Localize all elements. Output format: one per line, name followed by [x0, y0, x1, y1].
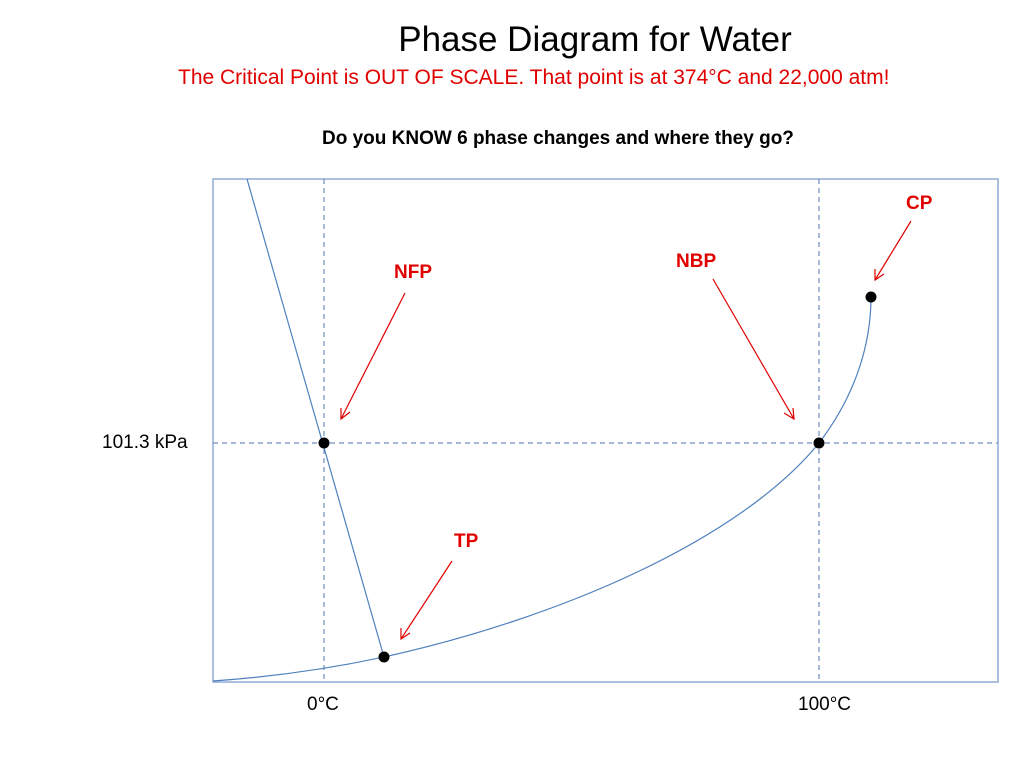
- diagram-subtitle: The Critical Point is OUT OF SCALE. That…: [178, 66, 890, 89]
- cp-point: [865, 291, 877, 303]
- plot-frame: [212, 178, 999, 683]
- x-label-100c: 100°C: [798, 694, 852, 715]
- nfp-arrow: [340, 292, 406, 421]
- pressure-reference-label: 101.3 kPa: [102, 432, 188, 453]
- x-label-0c: 0°C: [307, 694, 339, 715]
- vaporization-curve: [212, 296, 872, 682]
- cp-label: CP: [906, 193, 933, 214]
- nfp-label: NFP: [394, 262, 432, 283]
- tp-point: [378, 651, 390, 663]
- tp-label: TP: [454, 531, 479, 552]
- diagram-title: Phase Diagram for Water: [398, 20, 792, 59]
- nfp-point: [318, 437, 330, 449]
- nbp-label: NBP: [676, 251, 717, 272]
- nbp-arrow: [712, 278, 795, 421]
- cp-arrow: [874, 220, 912, 282]
- question-text: Do you KNOW 6 phase changes and where th…: [322, 128, 794, 149]
- solid-liquid-line: [246, 178, 385, 658]
- nbp-point: [813, 437, 825, 449]
- tp-arrow: [400, 560, 453, 641]
